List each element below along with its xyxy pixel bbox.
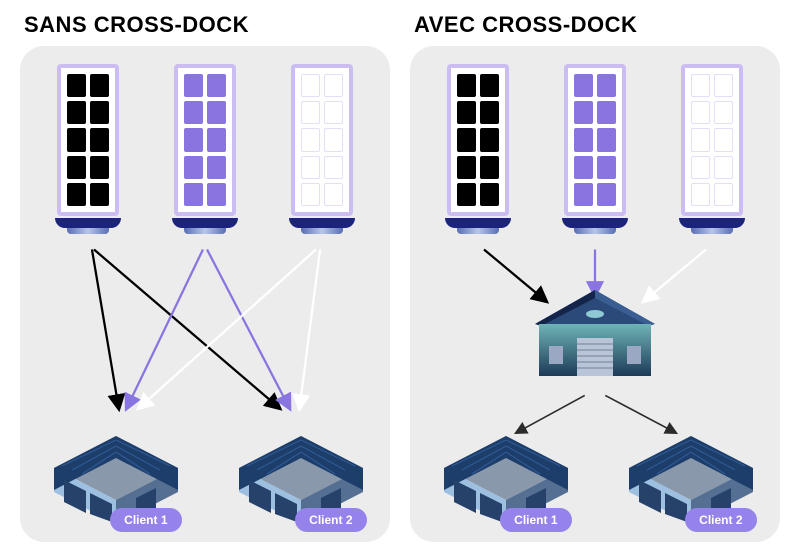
truck-left-3: [287, 64, 357, 234]
truck-left-2: [170, 64, 240, 234]
client-badge: Client 1: [500, 508, 571, 532]
card-right: Client 1 Client 2: [410, 46, 780, 542]
client-right-2: Client 2: [613, 418, 763, 528]
client-badge: Client 2: [685, 508, 756, 532]
truck-right-3: [677, 64, 747, 234]
truck-right-2: [560, 64, 630, 234]
client-badge: Client 1: [110, 508, 181, 532]
card-left: Client 1 Client 2: [20, 46, 390, 542]
crossdock-hub: [525, 286, 665, 381]
panel-sans-crossdock: SANS CROSS-DOCK: [20, 12, 390, 542]
panel-avec-crossdock: AVEC CROSS-DOCK: [410, 12, 780, 542]
truck-right-1: [443, 64, 513, 234]
truck-left-1: [53, 64, 123, 234]
hub-icon: [525, 286, 665, 381]
clients-row-right: Client 1 Client 2: [410, 418, 780, 528]
panel-title-right: AVEC CROSS-DOCK: [410, 12, 780, 38]
client-right-1: Client 1: [428, 418, 578, 528]
client-left-1: Client 1: [38, 418, 188, 528]
clients-row-left: Client 1 Client 2: [20, 418, 390, 528]
client-left-2: Client 2: [223, 418, 373, 528]
client-badge: Client 2: [295, 508, 366, 532]
trucks-row-left: [34, 64, 376, 234]
trucks-row-right: [424, 64, 766, 234]
panel-title-left: SANS CROSS-DOCK: [20, 12, 390, 38]
